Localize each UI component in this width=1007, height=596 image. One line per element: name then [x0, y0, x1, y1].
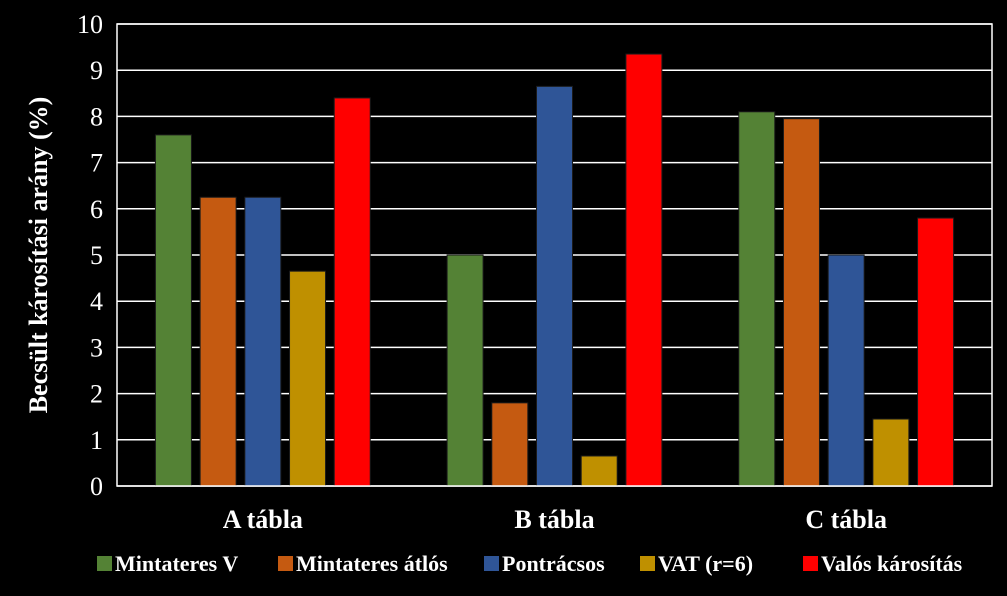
- bar: [446, 254, 484, 487]
- y-axis-title: Becsült károsítási arány (%): [24, 97, 53, 414]
- legend-swatch: [484, 556, 499, 571]
- x-category-label: C tábla: [805, 505, 887, 534]
- bar: [580, 455, 618, 487]
- y-tick-label: 3: [90, 333, 103, 362]
- bar: [872, 418, 910, 487]
- y-tick-label: 4: [90, 287, 103, 316]
- y-tick-label: 0: [90, 472, 103, 501]
- legend-label: Mintateres átlós: [296, 551, 448, 576]
- bars: [154, 53, 955, 487]
- bar: [782, 118, 820, 487]
- legend-swatch: [97, 556, 112, 571]
- x-category-label: B tábla: [514, 505, 594, 534]
- bar: [536, 85, 573, 487]
- y-tick-label: 2: [90, 380, 103, 409]
- bar: [917, 217, 955, 487]
- plot-area: [116, 23, 993, 487]
- y-tick-label: 5: [90, 241, 103, 270]
- y-tick-label: 1: [90, 426, 103, 455]
- bar: [289, 270, 327, 487]
- bar: [333, 97, 371, 487]
- legend-label: VAT (r=6): [658, 551, 753, 576]
- x-axis-categories: A tábla B tábla C tábla: [223, 505, 887, 534]
- legend-label: Valós károsítás: [821, 551, 963, 576]
- bar: [154, 134, 192, 487]
- y-tick-label: 8: [90, 102, 103, 131]
- y-tick-label: 6: [90, 195, 103, 224]
- y-axis-ticks: 0 1 2 3 4 5 6 7 8 9 10: [77, 10, 103, 501]
- y-tick-label: 10: [77, 10, 103, 39]
- bar: [199, 196, 237, 487]
- x-category-label: A tábla: [223, 505, 303, 534]
- y-tick-label: 9: [90, 56, 103, 85]
- legend-swatch: [278, 556, 293, 571]
- bar: [491, 402, 529, 487]
- legend-label: Pontrácsos: [502, 551, 605, 576]
- y-tick-label: 7: [90, 149, 103, 178]
- legend: Mintateres V Mintateres átlós Pontrácsos VA…: [97, 551, 963, 576]
- bar: [827, 254, 865, 487]
- bar: [625, 53, 663, 487]
- legend-swatch: [640, 556, 655, 571]
- legend-label: Mintateres V: [115, 551, 238, 576]
- bar: [738, 111, 776, 487]
- bar: [244, 196, 282, 487]
- legend-swatch: [803, 556, 818, 571]
